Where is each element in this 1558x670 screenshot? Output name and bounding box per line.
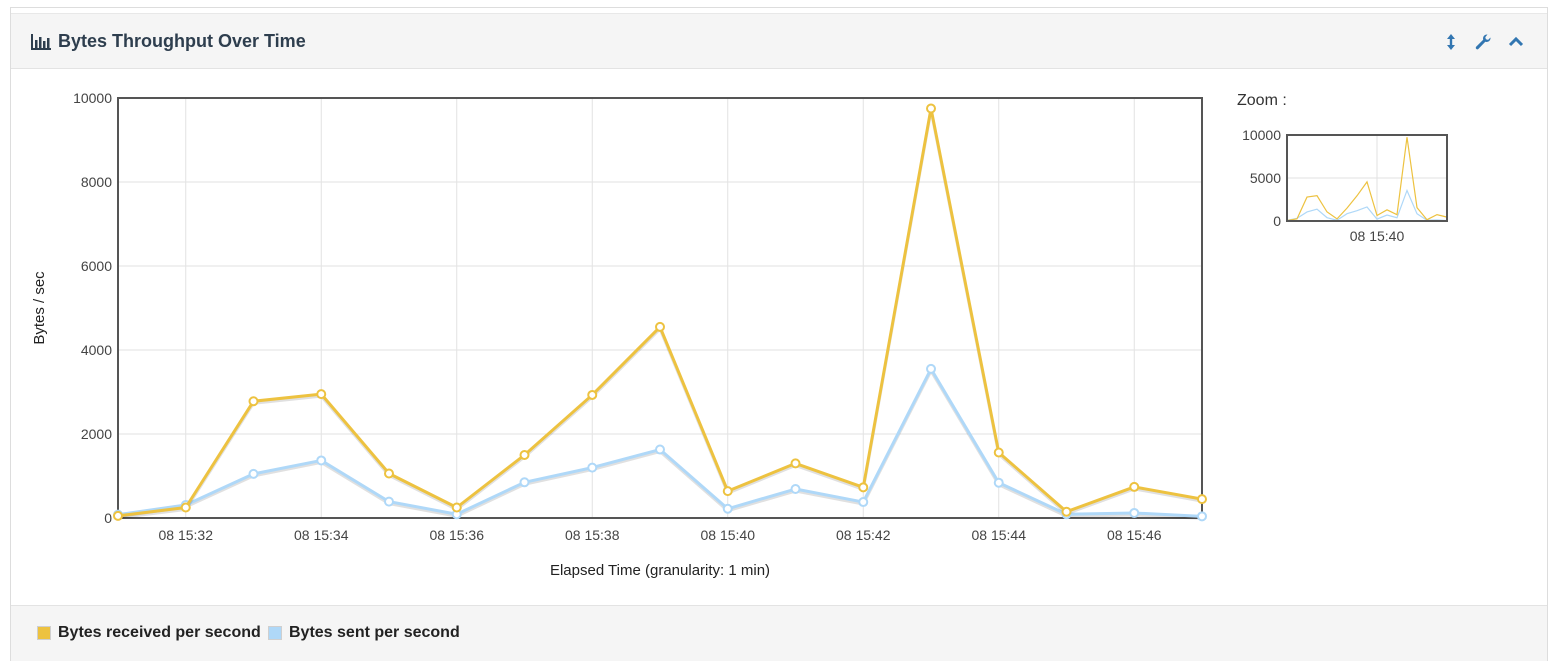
- plot-border: [117, 97, 1203, 519]
- legend-bar: Bytes received per second Bytes sent per…: [11, 605, 1547, 661]
- zoom-label: Zoom :: [1237, 92, 1287, 109]
- data-point-received: [926, 103, 936, 114]
- legend-item-received[interactable]: Bytes received per second: [37, 624, 261, 642]
- data-point-received: [722, 486, 733, 497]
- legend-swatch-sent: [268, 626, 282, 640]
- zoom-y-tick-label: 5000: [1250, 170, 1281, 186]
- series-shadow-0: [117, 110, 1203, 520]
- wrench-icon[interactable]: [1473, 32, 1493, 52]
- data-point-sent: [655, 444, 665, 455]
- zoom-y-tick-label: 10000: [1242, 127, 1281, 143]
- data-point-received: [113, 510, 123, 521]
- zoom-series-line-sent: [1286, 188, 1448, 222]
- zoom-x-tick-label: 08 15:40: [1350, 228, 1405, 244]
- data-point-received: [1197, 494, 1207, 505]
- panel-header: Bytes Throughput Over Time: [11, 13, 1547, 69]
- data-point-sent: [587, 462, 598, 473]
- data-point-sent: [993, 477, 1004, 488]
- data-point-received: [587, 389, 598, 400]
- x-tick-label: 08 15:38: [565, 527, 620, 543]
- y-tick-label: 6000: [81, 258, 112, 274]
- data-point-received: [655, 321, 665, 332]
- x-tick-label: 08 15:44: [972, 527, 1027, 543]
- x-axis-title: Elapsed Time (granularity: 1 min): [550, 562, 770, 579]
- zoom-series-line-received: [1286, 137, 1448, 222]
- y-tick-label: 10000: [73, 90, 112, 106]
- x-tick-label: 08 15:36: [430, 527, 485, 543]
- legend-item-sent[interactable]: Bytes sent per second: [268, 624, 460, 642]
- resize-vertical-icon[interactable]: [1441, 32, 1461, 52]
- y-tick-label: 0: [104, 510, 112, 526]
- zoom-plot-border: [1286, 134, 1448, 222]
- data-point-received: [248, 396, 259, 407]
- data-point-received: [384, 468, 394, 479]
- data-point-sent: [519, 477, 530, 488]
- data-point-received: [451, 502, 462, 513]
- legend-label-sent: Bytes sent per second: [289, 624, 460, 641]
- throughput-panel: Bytes Throughput Over Time 10000 8000 6000…: [10, 7, 1548, 661]
- x-tick-label: 08 15:40: [701, 527, 756, 543]
- main-chart[interactable]: 10000 8000 6000 4000 2000 0 08 15:32 08 15:34 08…: [11, 8, 1547, 598]
- data-point-sent: [248, 468, 259, 479]
- data-point-received: [790, 458, 801, 469]
- data-point-sent: [722, 503, 733, 514]
- zoom-y-tick-label: 0: [1273, 213, 1281, 229]
- data-point-sent: [1129, 507, 1140, 518]
- data-point-sent: [384, 496, 394, 507]
- data-point-received: [993, 447, 1004, 458]
- panel-title: Bytes Throughput Over Time: [58, 31, 306, 51]
- data-point-sent: [1197, 511, 1207, 522]
- x-tick-label: 08 15:42: [836, 527, 891, 543]
- x-tick-label: 08 15:32: [159, 527, 214, 543]
- y-tick-label: 8000: [81, 174, 112, 190]
- data-point-received: [180, 502, 191, 513]
- data-point-sent: [926, 363, 936, 374]
- data-point-received: [1061, 506, 1072, 517]
- data-point-received: [316, 389, 327, 400]
- series-line-sent: [117, 367, 1203, 518]
- y-axis-title: Bytes / sec: [31, 271, 48, 345]
- legend-label-received: Bytes received per second: [58, 624, 261, 641]
- series-line-received: [117, 107, 1203, 518]
- data-point-sent: [316, 455, 327, 466]
- bar-chart-icon: [31, 34, 51, 50]
- y-tick-label: 4000: [81, 342, 112, 358]
- chevron-up-icon[interactable]: [1506, 32, 1526, 52]
- data-point-received: [519, 450, 530, 460]
- data-point-sent: [790, 484, 801, 495]
- legend-swatch-received: [37, 626, 51, 640]
- x-tick-label: 08 15:34: [294, 527, 349, 543]
- data-point-received: [1129, 481, 1140, 492]
- data-point-received: [858, 482, 869, 493]
- y-tick-label: 2000: [81, 426, 112, 442]
- data-point-sent: [858, 497, 869, 508]
- x-tick-label: 08 15:46: [1107, 527, 1162, 543]
